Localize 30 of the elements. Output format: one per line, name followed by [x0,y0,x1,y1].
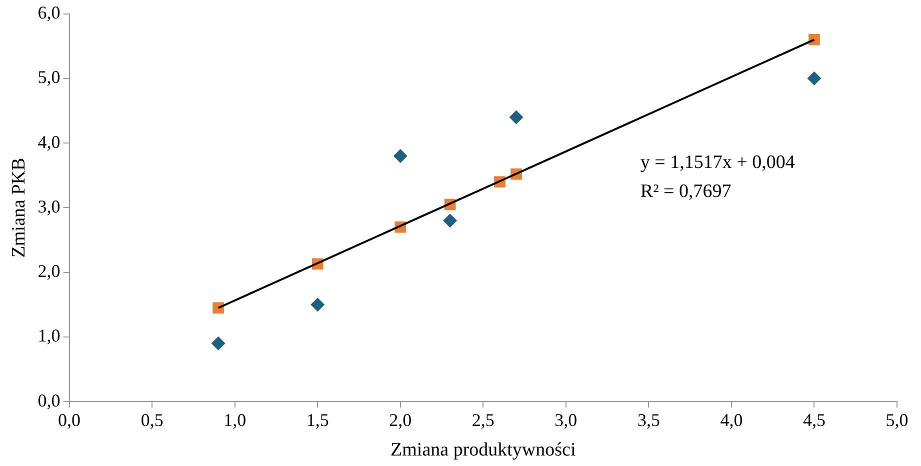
x-axis-title: Zmiana produktywności [390,440,576,461]
y-tick-label: 4,0 [38,132,60,152]
point [807,71,822,86]
y-tick-label: 1,0 [38,326,60,346]
point [211,336,226,350]
point [212,302,224,314]
x-tick-label: 1,5 [306,410,329,430]
x-tick-label: 4,5 [802,410,826,430]
annotation: y = 1,1517x + 0,004 [640,152,796,174]
point [310,298,325,312]
y-tick-label: 6,0 [38,2,60,23]
x-tick-label: 0,0 [58,410,81,430]
point [443,214,458,228]
annotation: R² = 0,7697 [640,181,732,202]
x-tick-label: 2,0 [389,410,412,430]
x-tick-label: 0,5 [140,410,164,430]
y-tick-label: 2,0 [38,261,60,282]
y-axis-title: Zmiana PKB [8,158,30,258]
y-tick-label: 3,0 [38,196,60,216]
x-tick-label: 4,0 [720,410,743,430]
x-tick-label: 1,0 [224,410,246,430]
x-tick-label: 3,0 [554,410,578,430]
y-tick-label: 5,0 [38,67,60,88]
x-tick-label: 3,5 [637,410,660,430]
y-tick-label: 0,0 [38,390,60,410]
point [393,148,408,163]
x-tick-label: 2,5 [472,410,494,430]
point [509,110,524,124]
point [808,34,820,46]
x-tick-label: 5,0 [886,410,908,430]
